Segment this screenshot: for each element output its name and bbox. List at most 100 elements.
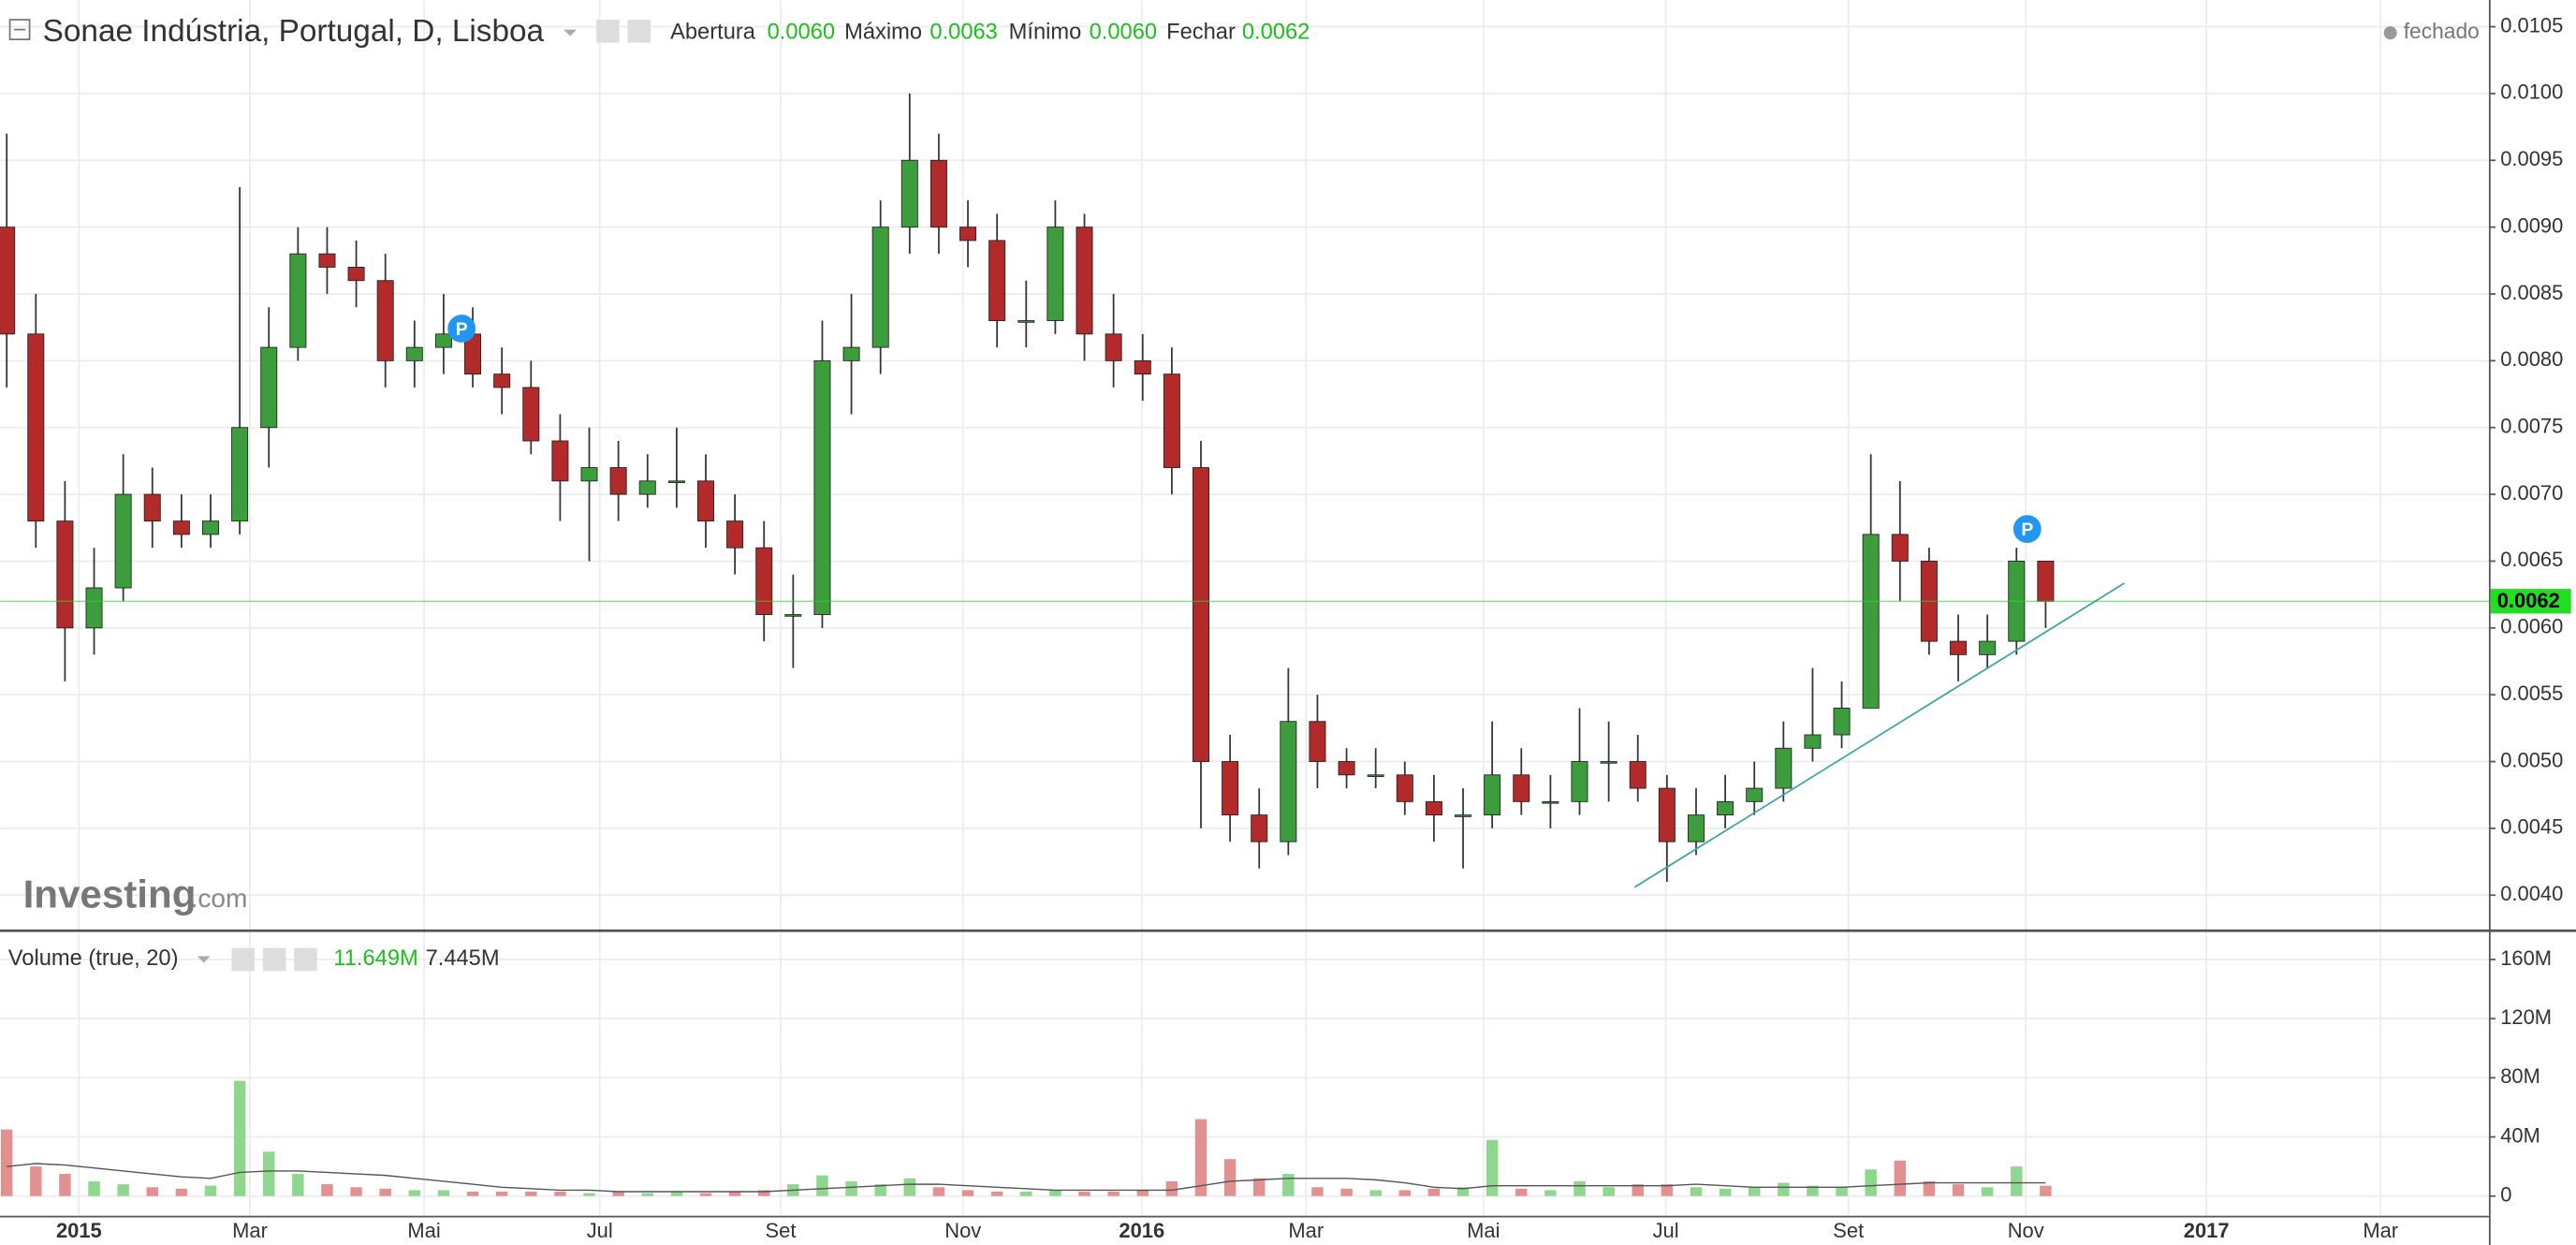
volume-bar: [1952, 1184, 1965, 1196]
candle-body: [1017, 320, 1035, 323]
last-price-tag: [2490, 589, 2571, 614]
volume-bar: [1894, 1160, 1907, 1196]
candle-body: [1658, 787, 1676, 842]
candle-body: [1192, 467, 1209, 762]
candle-body: [1717, 800, 1734, 816]
y-tick-label: 120M: [2500, 1005, 2552, 1029]
x-tick-label: 2017: [2184, 1219, 2230, 1242]
market-status: fechado: [2404, 19, 2480, 43]
candle-body: [900, 159, 918, 228]
candle-body: [493, 374, 511, 388]
volume-ma-line: [7, 1163, 2046, 1193]
candle-body: [1571, 761, 1588, 802]
candle-body: [1367, 774, 1384, 778]
y-tick-label: 80M: [2500, 1064, 2540, 1088]
candle-body: [813, 359, 831, 615]
candle-body: [434, 333, 452, 348]
y-tick-label: 0.0105: [2500, 13, 2563, 37]
volume-bar: [1049, 1190, 1061, 1196]
candle-body: [2037, 561, 2055, 602]
candle-body: [871, 227, 889, 348]
collapse-icon[interactable]: [8, 19, 31, 40]
settings-icon[interactable]: [262, 947, 286, 972]
dropdown-arrow[interactable]: [564, 29, 578, 37]
candle-body: [260, 346, 278, 429]
event-marker[interactable]: [2012, 515, 2042, 544]
candle-body: [1804, 734, 1822, 749]
candle-body: [1513, 774, 1530, 802]
volume-bar: [1748, 1187, 1761, 1196]
candle-body: [1455, 814, 1472, 817]
y-tick-label: 0.0070: [2500, 481, 2563, 505]
candle-body: [580, 467, 598, 482]
candle-body: [959, 227, 977, 242]
volume-bar: [1661, 1184, 1674, 1196]
close-icon[interactable]: [294, 947, 317, 972]
candle-body: [1222, 761, 1239, 816]
y-tick-label: 0.0065: [2500, 548, 2563, 571]
candle-body: [347, 267, 365, 282]
candle-body: [1251, 814, 1268, 842]
x-tick-label: 2015: [56, 1219, 102, 1242]
volume-bar: [1252, 1178, 1266, 1196]
ohlc-value: 0.0063: [929, 20, 997, 44]
ohlc-value: 0.0062: [1242, 20, 1310, 44]
candle-body: [1600, 761, 1617, 764]
status-dot: [2383, 26, 2397, 40]
volume-bar: [30, 1166, 42, 1196]
chart-title: Sonae Indústria, Portugal, D, Lisboa: [43, 14, 545, 49]
candle-body: [1134, 359, 1151, 375]
y-tick-label: 0.0055: [2500, 681, 2563, 705]
volume-bar: [233, 1080, 246, 1196]
event-marker-label: P: [2021, 520, 2033, 540]
candle-body: [231, 427, 249, 522]
x-tick-label: 2016: [1119, 1219, 1164, 1242]
volume-value: 11.649M: [333, 946, 417, 971]
dropdown-arrow[interactable]: [197, 956, 211, 963]
volume-bar: [117, 1184, 129, 1196]
volume-bar: [0, 1129, 13, 1196]
last-price-label: 0.0062: [2497, 589, 2560, 612]
ohlc-label: Máximo: [844, 20, 922, 44]
volume-bar: [1427, 1188, 1441, 1196]
candle-body: [1775, 747, 1793, 789]
eye-icon[interactable]: [596, 20, 620, 43]
ohlc-value: 0.0060: [1090, 20, 1157, 44]
y-tick-label: 0.0090: [2500, 213, 2563, 237]
volume-bar: [1544, 1190, 1557, 1196]
x-tick-label: Jul: [1653, 1219, 1679, 1242]
ohlc-label: Fechar: [1166, 20, 1236, 44]
volume-bar: [321, 1184, 333, 1196]
volume-bar: [2011, 1166, 2023, 1196]
candle-body: [143, 493, 161, 522]
volume-bar: [1194, 1119, 1208, 1196]
volume-bar: [1369, 1190, 1382, 1196]
candle-body: [289, 253, 307, 348]
volume-bar: [1107, 1192, 1120, 1196]
settings-icon[interactable]: [627, 20, 651, 43]
volume-bar: [495, 1192, 508, 1196]
candle-body: [842, 346, 860, 361]
y-tick-label: 0: [2500, 1183, 2511, 1207]
x-tick-label: Set: [766, 1219, 797, 1242]
watermark: Investing: [23, 872, 197, 915]
event-marker[interactable]: [447, 315, 476, 343]
volume-bar: [1165, 1180, 1178, 1196]
candle-body: [1396, 774, 1413, 802]
volume-bar: [1311, 1187, 1324, 1196]
volume-bar: [1573, 1180, 1586, 1196]
candle-body: [27, 333, 45, 522]
watermark-suffix: .com: [191, 884, 248, 913]
volume-bar: [1865, 1169, 1877, 1196]
volume-bar: [379, 1188, 391, 1196]
volume-bar: [699, 1193, 712, 1196]
volume-bar: [204, 1185, 217, 1196]
x-tick-label: Set: [1833, 1219, 1864, 1242]
x-tick-label: Mai: [1467, 1219, 1500, 1242]
y-tick-label: 0.0050: [2500, 748, 2563, 771]
volume-bar: [1456, 1187, 1470, 1196]
volume-bar: [146, 1187, 158, 1196]
candle-body: [1950, 640, 1968, 655]
eye-icon[interactable]: [231, 947, 256, 972]
volume-title: Volume (true, 20): [8, 946, 179, 971]
